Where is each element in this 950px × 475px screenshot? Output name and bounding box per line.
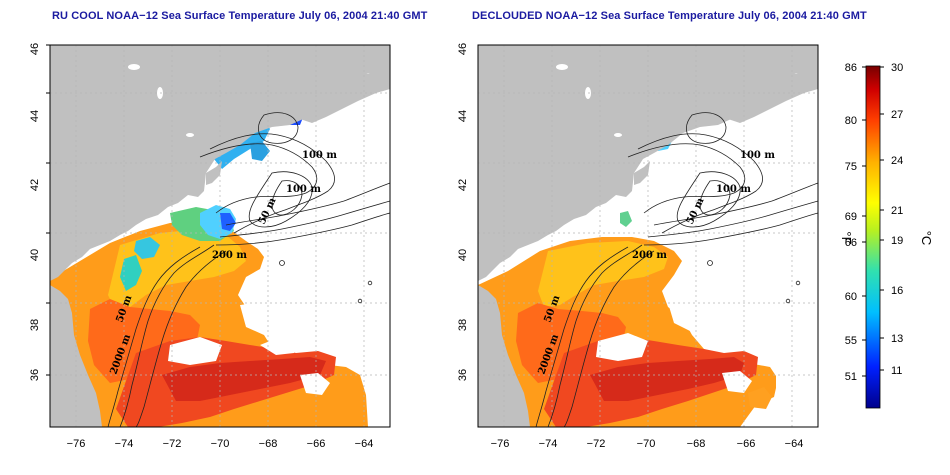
- lat-tick-label: 46: [29, 43, 41, 55]
- left-map-panel: 100 m 100 m 50 m 200 m 50 m 2000 m 36 38…: [29, 43, 391, 450]
- fahrenheit-tick-label: 80: [845, 115, 857, 127]
- lon-tick-label: −70: [211, 438, 230, 450]
- left-map-y-axis: 36 38 40 42 44 46: [29, 43, 50, 381]
- colorbar-gradient: [865, 65, 881, 409]
- lon-tick-label: −74: [115, 438, 134, 450]
- contour-label: 100 m: [286, 184, 321, 195]
- lat-tick-label: 36: [29, 369, 41, 381]
- right-map-panel: 100 m 100 m 50 m 200 m 50 m 2000 m 36 38…: [457, 43, 819, 450]
- lon-tick-label: −68: [687, 438, 706, 450]
- right-map-title: DECLOUDED NOAA−12 Sea Surface Temperatur…: [472, 10, 867, 22]
- colorbar: 86 80 75 69 66 60 55 51 30 27 24 21 19 1…: [839, 62, 934, 409]
- celsius-tick-label: 13: [891, 333, 903, 345]
- right-map-x-axis: −76 −74 −72 −70 −68 −66 −64: [491, 438, 804, 450]
- lon-tick-label: −72: [587, 438, 606, 450]
- lat-tick-label: 46: [457, 43, 469, 55]
- contour-label: 200 m: [212, 250, 247, 261]
- celsius-tick-label: 24: [891, 155, 903, 167]
- lon-tick-label: −68: [259, 438, 278, 450]
- lon-tick-label: −66: [307, 438, 326, 450]
- fahrenheit-tick-label: 86: [845, 62, 857, 74]
- celsius-tick-label: 16: [891, 285, 903, 297]
- fahrenheit-tick-label: 66: [845, 237, 857, 249]
- contour-label: 200 m: [632, 250, 667, 261]
- lat-tick-label: 38: [457, 319, 469, 331]
- lon-tick-label: −76: [67, 438, 86, 450]
- lon-tick-label: −76: [491, 438, 510, 450]
- lat-tick-label: 42: [457, 179, 469, 191]
- lat-tick-label: 40: [29, 249, 41, 261]
- fahrenheit-tick-label: 51: [845, 371, 857, 383]
- lat-tick-label: 38: [29, 319, 41, 331]
- lon-tick-label: −66: [737, 438, 756, 450]
- left-map-x-axis: −76 −74 −72 −70 −68 −66 −64: [67, 438, 374, 450]
- celsius-tick-label: 11: [891, 365, 902, 377]
- lon-tick-label: −70: [637, 438, 656, 450]
- lat-tick-label: 44: [29, 110, 41, 122]
- lat-tick-label: 36: [457, 369, 469, 381]
- celsius-tick-label: 30: [891, 62, 903, 74]
- contour-label: 100 m: [740, 150, 775, 161]
- fahrenheit-tick-label: 60: [845, 291, 857, 303]
- lat-tick-label: 42: [29, 179, 41, 191]
- fahrenheit-tick-label: 55: [845, 335, 857, 347]
- fahrenheit-unit-label: °F: [839, 231, 854, 244]
- fahrenheit-tick-label: 75: [845, 161, 857, 173]
- lon-tick-label: −64: [355, 438, 374, 450]
- lon-tick-label: −74: [539, 438, 558, 450]
- contour-label: 100 m: [302, 150, 337, 161]
- lat-tick-label: 44: [457, 110, 469, 122]
- right-map-y-axis: 36 38 40 42 44 46: [457, 43, 469, 381]
- celsius-tick-label: 19: [891, 235, 903, 247]
- lon-tick-label: −72: [163, 438, 182, 450]
- lat-tick-label: 40: [457, 249, 469, 261]
- contour-label: 100 m: [716, 184, 751, 195]
- colorbar-celsius-ticks: 30 27 24 21 19 16 13 11: [880, 62, 903, 377]
- right-map-content: [478, 105, 818, 427]
- celsius-tick-label: 21: [891, 205, 903, 217]
- colorbar-fahrenheit-ticks: 86 80 75 69 66 60 55 51: [845, 62, 866, 383]
- celsius-unit-label: °C: [919, 231, 934, 246]
- left-map-title: RU COOL NOAA−12 Sea Surface Temperature …: [52, 10, 428, 22]
- celsius-tick-label: 27: [891, 109, 903, 121]
- lon-tick-label: −64: [785, 438, 804, 450]
- fahrenheit-tick-label: 69: [845, 211, 857, 223]
